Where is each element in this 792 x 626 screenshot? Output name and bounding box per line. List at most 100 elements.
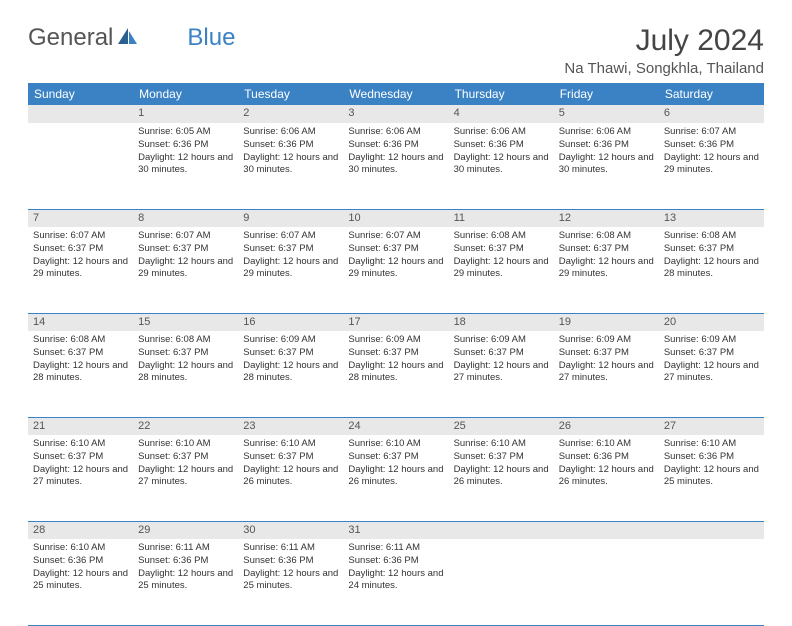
sunset-text: Sunset: 6:37 PM bbox=[33, 243, 128, 256]
sunrise-text: Sunrise: 6:11 AM bbox=[138, 542, 233, 555]
day-number-cell: 10 bbox=[343, 209, 448, 227]
day-number-cell bbox=[554, 521, 659, 539]
sunset-text: Sunset: 6:37 PM bbox=[243, 243, 338, 256]
sunrise-text: Sunrise: 6:10 AM bbox=[348, 438, 443, 451]
daylight-text: Daylight: 12 hours and 25 minutes. bbox=[664, 464, 759, 490]
day-detail-cell bbox=[28, 123, 133, 209]
sunrise-text: Sunrise: 6:06 AM bbox=[454, 126, 549, 139]
sunset-text: Sunset: 6:37 PM bbox=[33, 451, 128, 464]
daylight-text: Daylight: 12 hours and 24 minutes. bbox=[348, 568, 443, 594]
sunset-text: Sunset: 6:36 PM bbox=[664, 451, 759, 464]
sunrise-text: Sunrise: 6:08 AM bbox=[559, 230, 654, 243]
day-number-cell: 23 bbox=[238, 417, 343, 435]
sunrise-text: Sunrise: 6:09 AM bbox=[348, 334, 443, 347]
sunset-text: Sunset: 6:37 PM bbox=[454, 347, 549, 360]
sunrise-text: Sunrise: 6:07 AM bbox=[33, 230, 128, 243]
sunset-text: Sunset: 6:37 PM bbox=[559, 243, 654, 256]
brand-logo: General Blue bbox=[28, 24, 235, 52]
sunset-text: Sunset: 6:37 PM bbox=[243, 451, 338, 464]
sunset-text: Sunset: 6:36 PM bbox=[138, 139, 233, 152]
daylight-text: Daylight: 12 hours and 27 minutes. bbox=[559, 360, 654, 386]
daylight-text: Daylight: 12 hours and 27 minutes. bbox=[33, 464, 128, 490]
sunrise-text: Sunrise: 6:06 AM bbox=[348, 126, 443, 139]
daylight-text: Daylight: 12 hours and 29 minutes. bbox=[138, 256, 233, 282]
sunset-text: Sunset: 6:37 PM bbox=[138, 451, 233, 464]
sunrise-text: Sunrise: 6:09 AM bbox=[559, 334, 654, 347]
sunrise-text: Sunrise: 6:10 AM bbox=[243, 438, 338, 451]
daylight-text: Daylight: 12 hours and 29 minutes. bbox=[348, 256, 443, 282]
sunrise-text: Sunrise: 6:10 AM bbox=[33, 438, 128, 451]
sunrise-text: Sunrise: 6:08 AM bbox=[664, 230, 759, 243]
daynum-row: 14151617181920 bbox=[28, 313, 764, 331]
day-number-cell: 14 bbox=[28, 313, 133, 331]
sunset-text: Sunset: 6:37 PM bbox=[243, 347, 338, 360]
daylight-text: Daylight: 12 hours and 26 minutes. bbox=[559, 464, 654, 490]
day-detail-cell: Sunrise: 6:10 AMSunset: 6:37 PMDaylight:… bbox=[238, 435, 343, 521]
detail-row: Sunrise: 6:08 AM Sunset: 6:37 PM Daylight:… bbox=[28, 331, 764, 417]
sunset-text: Sunset: 6:36 PM bbox=[243, 139, 338, 152]
day-header: Sunday bbox=[28, 83, 133, 105]
sunrise-text: Sunrise: 6:10 AM bbox=[664, 438, 759, 451]
daylight-text: Daylight: 12 hours and 29 minutes. bbox=[664, 152, 759, 178]
day-detail-cell bbox=[449, 539, 554, 625]
sunset-text: Sunset: 6:36 PM bbox=[243, 555, 338, 568]
sunrise-text: Sunrise: 6:07 AM bbox=[348, 230, 443, 243]
daylight-text: Daylight: 12 hours and 25 minutes. bbox=[138, 568, 233, 594]
sunset-text: Sunset: 6:37 PM bbox=[348, 243, 443, 256]
day-detail-cell: Sunrise: 6:10 AMSunset: 6:37 PMDaylight:… bbox=[343, 435, 448, 521]
day-detail-cell: Sunrise: 6:09 AMSunset: 6:37 PMDaylight:… bbox=[554, 331, 659, 417]
day-header: Tuesday bbox=[238, 83, 343, 105]
day-detail-cell: Sunrise: 6:06 AMSunset: 6:36 PMDaylight:… bbox=[343, 123, 448, 209]
day-number-cell: 7 bbox=[28, 209, 133, 227]
day-detail-cell: Sunrise: 6:07 AMSunset: 6:37 PMDaylight:… bbox=[28, 227, 133, 313]
day-number-cell bbox=[28, 105, 133, 123]
brand-text-2: Blue bbox=[187, 24, 235, 52]
daylight-text: Daylight: 12 hours and 26 minutes. bbox=[454, 464, 549, 490]
daylight-text: Daylight: 12 hours and 27 minutes. bbox=[138, 464, 233, 490]
sunrise-text: Sunrise: 6:06 AM bbox=[243, 126, 338, 139]
day-number-cell: 4 bbox=[449, 105, 554, 123]
day-number-cell: 3 bbox=[343, 105, 448, 123]
day-detail-cell: Sunrise: 6:07 AMSunset: 6:37 PMDaylight:… bbox=[343, 227, 448, 313]
day-number-cell bbox=[659, 521, 764, 539]
day-detail-cell: Sunrise: 6:07 AMSunset: 6:37 PMDaylight:… bbox=[133, 227, 238, 313]
daynum-row: 28293031 bbox=[28, 521, 764, 539]
daylight-text: Daylight: 12 hours and 29 minutes. bbox=[33, 256, 128, 282]
daylight-text: Daylight: 12 hours and 29 minutes. bbox=[454, 256, 549, 282]
day-header: Friday bbox=[554, 83, 659, 105]
daylight-text: Daylight: 12 hours and 29 minutes. bbox=[559, 256, 654, 282]
day-number-cell: 13 bbox=[659, 209, 764, 227]
daylight-text: Daylight: 12 hours and 25 minutes. bbox=[33, 568, 128, 594]
brand-text-1: General bbox=[28, 24, 113, 52]
day-detail-cell: Sunrise: 6:10 AMSunset: 6:37 PMDaylight:… bbox=[133, 435, 238, 521]
day-number-cell: 24 bbox=[343, 417, 448, 435]
sunrise-text: Sunrise: 6:07 AM bbox=[243, 230, 338, 243]
day-detail-cell bbox=[659, 539, 764, 625]
daylight-text: Daylight: 12 hours and 28 minutes. bbox=[138, 360, 233, 386]
title-block: July 2024 Na Thawi, Songkhla, Thailand bbox=[564, 24, 764, 77]
sunrise-text: Sunrise: 6:07 AM bbox=[138, 230, 233, 243]
daylight-text: Daylight: 12 hours and 30 minutes. bbox=[559, 152, 654, 178]
sunrise-text: Sunrise: 6:09 AM bbox=[664, 334, 759, 347]
day-header: Saturday bbox=[659, 83, 764, 105]
day-detail-cell: Sunrise: 6:09 AMSunset: 6:37 PMDaylight:… bbox=[238, 331, 343, 417]
month-title: July 2024 bbox=[564, 24, 764, 58]
day-header-row: Sunday Monday Tuesday Wednesday Thursday… bbox=[28, 83, 764, 105]
day-detail-cell: Sunrise: 6:07 AMSunset: 6:37 PMDaylight:… bbox=[238, 227, 343, 313]
day-detail-cell: Sunrise: 6:11 AMSunset: 6:36 PMDaylight:… bbox=[238, 539, 343, 625]
daylight-text: Daylight: 12 hours and 29 minutes. bbox=[243, 256, 338, 282]
day-number-cell: 2 bbox=[238, 105, 343, 123]
day-detail-cell bbox=[554, 539, 659, 625]
location-text: Na Thawi, Songkhla, Thailand bbox=[564, 60, 764, 77]
day-header: Monday bbox=[133, 83, 238, 105]
sunset-text: Sunset: 6:37 PM bbox=[454, 451, 549, 464]
daylight-text: Daylight: 12 hours and 27 minutes. bbox=[664, 360, 759, 386]
sunrise-text: Sunrise: 6:08 AM bbox=[138, 334, 233, 347]
day-detail-cell: Sunrise: 6:11 AMSunset: 6:36 PMDaylight:… bbox=[343, 539, 448, 625]
sunset-text: Sunset: 6:37 PM bbox=[664, 243, 759, 256]
sunset-text: Sunset: 6:37 PM bbox=[454, 243, 549, 256]
sunrise-text: Sunrise: 6:10 AM bbox=[33, 542, 128, 555]
sunrise-text: Sunrise: 6:07 AM bbox=[664, 126, 759, 139]
day-number-cell: 6 bbox=[659, 105, 764, 123]
day-detail-cell: Sunrise: 6:11 AMSunset: 6:36 PMDaylight:… bbox=[133, 539, 238, 625]
